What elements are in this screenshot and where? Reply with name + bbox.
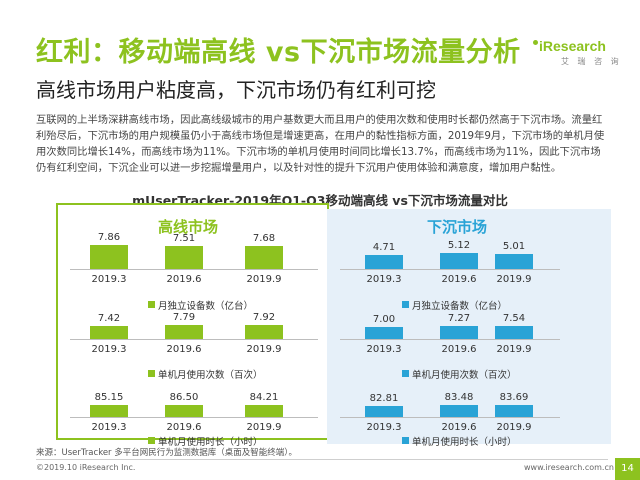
legend-label: 月独立设备数（亿台）: [412, 301, 508, 312]
x-tick-label: 2019.9: [496, 422, 532, 433]
bar-value-label: 7.42: [97, 312, 121, 324]
bar-value-label: 5.12: [447, 240, 471, 252]
bar: [90, 325, 128, 339]
x-tick-label: 2019.9: [246, 274, 282, 285]
x-tick-label: 2019.3: [366, 274, 402, 285]
logo-text: iResearch: [539, 38, 606, 54]
x-tick-label: 2019.3: [91, 344, 127, 355]
high-tier-title: 高线市场: [158, 218, 219, 236]
body-paragraph: 互联网的上半场深耕高线市场，因此高线级城市的用户基数更大而且用户的使用次数和使用…: [36, 114, 605, 174]
x-tick-label: 2019.3: [366, 344, 402, 355]
axis-line: [70, 339, 318, 340]
logo-subtext: 艾 瑞 咨 询: [561, 57, 622, 66]
bar-value-label: 7.86: [97, 232, 121, 243]
legend-swatch: [402, 370, 409, 377]
bar-value-label: 7.51: [172, 233, 196, 245]
bar: [90, 245, 128, 269]
legend-label: 单机月使用次数（百次）: [412, 370, 517, 381]
bar: [495, 253, 533, 269]
bar: [165, 246, 203, 269]
legend-swatch: [148, 437, 155, 444]
bar: [365, 405, 403, 417]
axis-line: [340, 417, 560, 418]
low-tier-title: 下沉市场: [427, 218, 488, 236]
axis-line: [340, 339, 560, 340]
legend-label: 单机月使用时长（小时）: [412, 437, 517, 448]
bar-value-label: 83.48: [444, 392, 474, 404]
legend-swatch: [148, 370, 155, 377]
x-tick-label: 2019.6: [166, 344, 202, 355]
bar: [90, 405, 128, 417]
bar-value-label: 4.71: [372, 241, 396, 253]
bar: [165, 405, 203, 417]
bar: [245, 405, 283, 417]
bar-value-label: 86.50: [169, 392, 199, 403]
bar: [165, 325, 203, 339]
axis-line: [70, 269, 318, 270]
bar-value-label: 7.27: [447, 313, 471, 325]
bar: [365, 254, 403, 269]
page-number: 14: [615, 458, 640, 480]
legend-swatch: [148, 301, 155, 308]
logo-dot-icon: [533, 40, 538, 45]
iresearch-logo: iResearch 艾 瑞 咨 询: [533, 38, 619, 72]
bar-value-label: 85.15: [94, 392, 124, 404]
x-tick-label: 2019.6: [441, 344, 477, 355]
legend-swatch: [402, 301, 409, 308]
x-tick-label: 2019.9: [496, 274, 532, 285]
source-note: 来源：UserTracker 多平台网民行为监测数据库（桌面及智能终端）。: [36, 448, 297, 458]
bar: [495, 405, 533, 417]
footer-divider: [36, 459, 608, 460]
bar: [495, 325, 533, 339]
x-tick-label: 2019.3: [91, 274, 127, 285]
bar-value-label: 84.21: [249, 392, 279, 404]
bar: [440, 405, 478, 417]
x-tick-label: 2019.3: [366, 422, 402, 433]
page-title: 红利：移动端高线 vs下沉市场流量分析: [36, 37, 521, 68]
bar-value-label: 7.00: [372, 313, 396, 325]
bar: [245, 245, 283, 269]
bar: [440, 326, 478, 339]
x-tick-label: 2019.6: [166, 422, 202, 433]
x-tick-label: 2019.9: [246, 344, 282, 355]
bar-value-label: 5.01: [502, 240, 526, 252]
copyright: ©2019.10 iResearch Inc.: [36, 463, 136, 472]
bar: [365, 326, 403, 339]
bar-value-label: 7.92: [252, 312, 276, 323]
bar-value-label: 7.54: [502, 312, 526, 324]
bar-value-label: 7.79: [172, 312, 196, 324]
bar: [440, 253, 478, 269]
x-tick-label: 2019.6: [441, 274, 477, 285]
x-tick-label: 2019.9: [246, 422, 282, 433]
legend-swatch: [402, 437, 409, 444]
legend-label: 单机月使用时长（小时）: [158, 437, 263, 448]
x-tick-label: 2019.3: [91, 422, 127, 433]
bar-value-label: 83.69: [499, 392, 529, 404]
bar-value-label: 82.81: [369, 392, 399, 404]
bar-value-label: 7.68: [252, 232, 276, 244]
x-tick-label: 2019.6: [166, 274, 202, 285]
x-tick-label: 2019.9: [496, 344, 532, 355]
page-subtitle: 高线市场用户粘度高，下沉市场仍有红利可挖: [36, 78, 436, 102]
website: www.iresearch.com.cn: [524, 463, 614, 472]
bar: [245, 325, 283, 339]
legend-label: 单机月使用次数（百次）: [158, 370, 263, 381]
legend-label: 月独立设备数（亿台）: [158, 301, 254, 312]
axis-line: [70, 417, 318, 418]
axis-line: [340, 269, 560, 270]
x-tick-label: 2019.6: [441, 422, 477, 433]
